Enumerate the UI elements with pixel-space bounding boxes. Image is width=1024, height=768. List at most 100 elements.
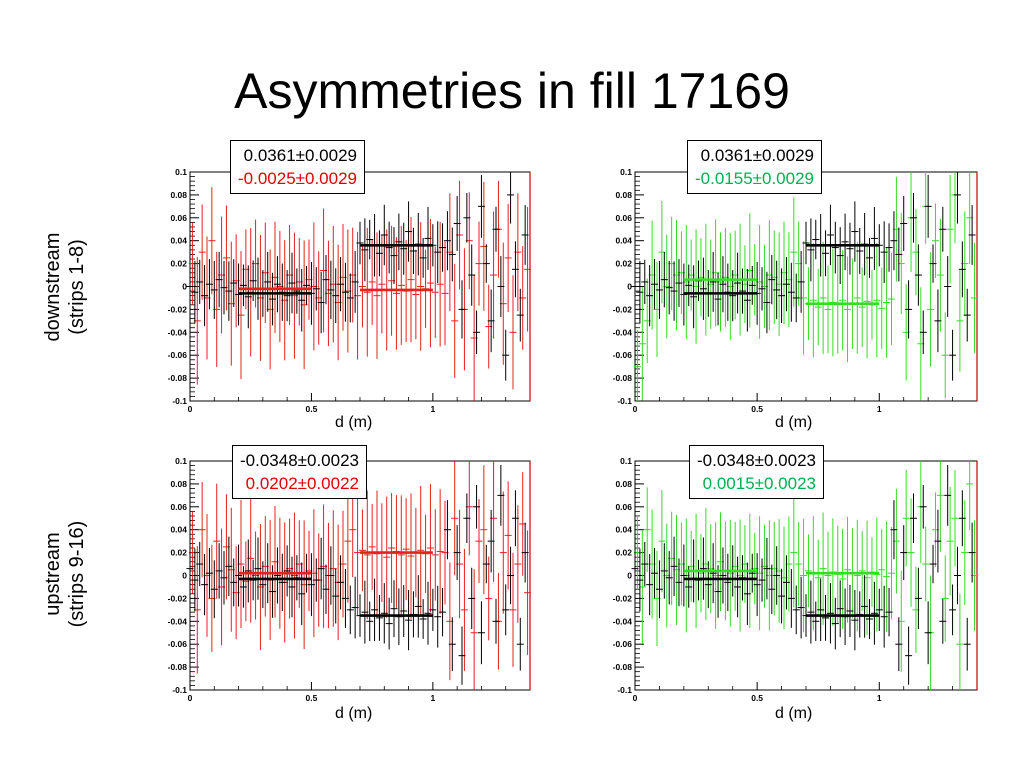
data-point xyxy=(244,539,252,603)
fit-result-box: -0.0348±0.0023 0.0202±0.0022 xyxy=(232,445,367,499)
data-point xyxy=(812,601,820,642)
data-point xyxy=(953,546,961,605)
x-tick-label: 0 xyxy=(188,693,193,703)
data-point xyxy=(201,554,209,616)
data-point xyxy=(358,509,366,592)
data-point xyxy=(400,222,408,275)
data-point xyxy=(905,280,913,339)
data-point xyxy=(900,525,908,581)
data-point xyxy=(929,244,937,283)
data-point xyxy=(395,213,403,271)
data-point xyxy=(941,312,949,399)
data-point xyxy=(949,584,957,636)
data-point xyxy=(222,205,230,311)
data-point xyxy=(831,221,839,274)
data-point xyxy=(288,556,296,618)
data-point xyxy=(958,241,966,298)
data-point xyxy=(870,581,878,645)
data-point xyxy=(748,265,756,305)
data-point xyxy=(804,534,812,608)
data-point xyxy=(368,503,376,590)
data-point xyxy=(516,617,524,671)
data-point xyxy=(665,551,673,605)
data-point xyxy=(361,580,369,644)
data-point xyxy=(504,481,512,590)
data-point xyxy=(383,496,391,618)
data-point xyxy=(900,196,908,251)
fit-result-value: -0.0348±0.0023 xyxy=(697,451,816,470)
data-point xyxy=(888,253,895,346)
y-tick-label: 0.08 xyxy=(170,479,187,489)
data-point xyxy=(317,271,325,334)
row-label-downstream-line2: (strips 1-8) xyxy=(66,239,88,335)
data-point xyxy=(929,544,937,584)
data-point xyxy=(878,529,886,611)
data-point xyxy=(651,548,659,599)
data-point xyxy=(451,461,459,576)
data-point xyxy=(385,597,393,650)
fit-result-value: 0.0202±0.0022 xyxy=(245,474,359,493)
data-point xyxy=(846,585,854,637)
data-point xyxy=(371,578,379,642)
data-point xyxy=(477,174,485,238)
data-point xyxy=(714,272,722,326)
data-point xyxy=(956,270,964,372)
y-tick-label: 0.1 xyxy=(175,167,187,177)
data-point xyxy=(817,578,825,642)
data-point xyxy=(909,192,917,243)
data-point xyxy=(797,251,805,313)
data-point xyxy=(492,206,500,252)
data-point xyxy=(499,491,507,614)
data-point xyxy=(482,244,490,283)
data-point xyxy=(332,268,340,323)
data-point xyxy=(458,280,466,339)
data-point xyxy=(795,521,803,607)
data-point xyxy=(631,267,639,306)
data-point xyxy=(790,497,798,608)
data-point xyxy=(675,259,683,307)
data-point xyxy=(436,221,444,347)
data-point xyxy=(919,310,927,355)
data-point xyxy=(734,556,742,618)
data-point xyxy=(936,218,944,332)
data-point xyxy=(665,260,673,315)
data-point xyxy=(509,552,517,667)
data-point xyxy=(875,588,883,631)
data-point xyxy=(839,250,847,351)
data-point xyxy=(230,259,238,307)
y-tick-label: -0.1 xyxy=(617,396,632,406)
data-point xyxy=(866,599,874,639)
data-point xyxy=(944,464,952,526)
y-tick-label: -0.04 xyxy=(168,616,188,626)
data-point xyxy=(646,554,654,616)
data-point xyxy=(941,555,949,642)
data-point xyxy=(205,548,213,599)
data-point xyxy=(473,485,481,529)
data-point xyxy=(215,543,223,599)
data-point xyxy=(895,617,903,672)
data-point xyxy=(198,482,206,578)
data-point xyxy=(210,260,218,319)
data-point xyxy=(436,489,444,614)
x-tick-label: 0.5 xyxy=(306,404,318,414)
data-point xyxy=(407,493,415,619)
data-point xyxy=(905,626,913,685)
y-tick-label: -0.08 xyxy=(168,373,188,383)
y-tick-label: 0.02 xyxy=(615,259,632,269)
y-tick-label: -0.02 xyxy=(613,304,633,314)
data-point xyxy=(521,205,529,265)
x-tick-label: 0 xyxy=(188,404,193,414)
data-point xyxy=(946,486,954,596)
data-point xyxy=(883,521,891,633)
data-point xyxy=(826,583,834,644)
data-point xyxy=(790,197,798,307)
y-tick-label: 0.06 xyxy=(170,213,187,223)
data-point xyxy=(685,264,693,307)
data-point xyxy=(196,541,204,587)
data-point xyxy=(458,626,466,685)
data-point xyxy=(949,329,957,381)
data-point xyxy=(885,587,893,637)
data-point xyxy=(885,223,893,272)
data-point xyxy=(351,251,359,313)
plot-downstream-right: 0.1 0.08 0.06 0.04 0.02 0 -0.02 -0.04 -0.06 -0.08… xyxy=(595,140,995,440)
